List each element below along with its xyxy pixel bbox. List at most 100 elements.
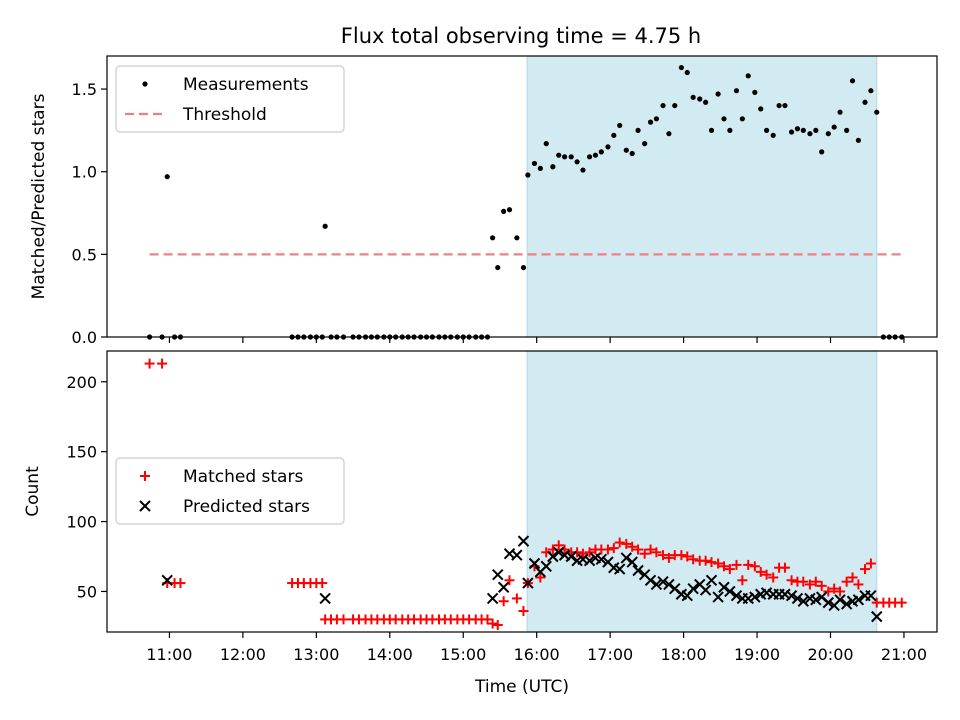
measurement-point xyxy=(556,152,562,158)
measurement-point xyxy=(807,131,813,137)
measurement-point xyxy=(490,235,496,241)
measurement-point xyxy=(715,91,721,97)
predicted-star-point xyxy=(650,578,663,591)
matched-star-point xyxy=(816,580,827,591)
matched-star-point xyxy=(865,558,876,569)
predicted-star-point xyxy=(492,568,504,581)
matched-star-point xyxy=(804,579,815,590)
predicted-star-point xyxy=(553,546,565,559)
matched-star-point xyxy=(731,559,742,570)
matched-star-point xyxy=(535,572,546,583)
matched-star-point xyxy=(779,562,790,573)
matched-star-point xyxy=(614,537,625,548)
measurement-point xyxy=(592,152,599,158)
bottom-panel: 50 100 150 200 11:00 12:00 13:00 14:00 15:00 16:… xyxy=(23,350,938,697)
x-tick-label: 12:00 xyxy=(220,645,266,664)
predicted-star-point xyxy=(663,578,675,591)
legend-label: Measurements xyxy=(183,75,309,95)
top-ylabel: Matched/Predicted stars xyxy=(29,93,49,299)
top-observing-span xyxy=(526,55,878,338)
measurement-point xyxy=(611,132,617,138)
matched-star-point xyxy=(658,550,669,561)
matched-star-point xyxy=(810,576,821,587)
matched-star-point xyxy=(157,358,168,369)
predicted-star-point xyxy=(626,556,638,568)
predicted-star-point xyxy=(852,594,865,606)
matched-star-point xyxy=(602,544,613,555)
predicted-star-point xyxy=(517,535,530,547)
measurement-point xyxy=(721,116,727,122)
predicted-star-point xyxy=(644,574,657,586)
matched-star-point xyxy=(841,576,852,587)
matched-star-point xyxy=(847,572,858,583)
measurement-point xyxy=(580,167,586,173)
legend-label: Predicted stars xyxy=(183,497,310,517)
measurement-point xyxy=(506,207,513,213)
top-axes-frame xyxy=(106,55,938,338)
measurement-point xyxy=(550,164,556,170)
matched-star-point xyxy=(853,579,864,590)
measurement-point xyxy=(568,154,574,160)
measurement-point xyxy=(543,141,549,147)
measurement-point xyxy=(849,78,856,84)
predicted-star-point xyxy=(497,581,510,593)
matched-star-point xyxy=(786,575,797,586)
matched-star-point xyxy=(706,557,717,568)
measurement-point xyxy=(623,147,629,153)
measurement-point xyxy=(868,88,874,94)
predicted-star-point xyxy=(749,591,761,603)
predicted-star-point xyxy=(822,596,834,609)
matched-star-point xyxy=(896,597,907,608)
x-tick-label: 21:00 xyxy=(881,645,927,664)
predicted-star-point xyxy=(871,610,883,623)
matched-star-point xyxy=(829,583,840,594)
predicted-star-point xyxy=(699,584,712,596)
matched-star-point xyxy=(577,548,588,559)
matched-star-point xyxy=(144,358,155,369)
matched-star-point xyxy=(639,548,650,559)
matched-star-point xyxy=(860,564,871,575)
predicted-star-point xyxy=(657,575,669,588)
matched-star-point xyxy=(175,578,186,589)
measurement-point xyxy=(672,102,678,109)
measurement-point xyxy=(855,137,862,143)
predicted-star-point xyxy=(791,592,804,605)
measurement-point xyxy=(574,159,580,165)
measurement-point xyxy=(660,102,666,109)
matched-star-point xyxy=(553,540,564,551)
matched-star-point xyxy=(768,572,779,583)
predicted-star-point xyxy=(632,564,644,577)
measurement-point xyxy=(758,106,764,112)
measurement-point xyxy=(708,127,715,133)
measurement-point xyxy=(678,64,684,71)
matched-star-point xyxy=(749,561,760,572)
predicted-star-point xyxy=(528,557,541,570)
y-tick-label: 0.0 xyxy=(72,328,97,347)
measurement-point xyxy=(514,235,520,241)
y-tick-label: 1.5 xyxy=(72,80,97,99)
legend-label: Threshold xyxy=(182,105,267,125)
predicted-star-point xyxy=(565,550,577,563)
measurement-point xyxy=(782,102,788,109)
matched-star-point xyxy=(317,578,328,589)
measurement-point xyxy=(776,102,782,109)
matched-star-point xyxy=(487,618,498,629)
measurement-point xyxy=(635,127,641,133)
measurement-point xyxy=(666,131,672,137)
legend-label: Matched stars xyxy=(183,467,303,487)
matched-star-point xyxy=(627,541,638,552)
matched-star-point xyxy=(572,547,583,558)
measurement-point xyxy=(727,127,733,133)
measurement-point xyxy=(819,149,825,155)
predicted-star-point xyxy=(319,592,331,605)
predicted-star-point xyxy=(865,589,877,602)
measurement-point xyxy=(605,144,611,150)
predicted-star-point xyxy=(511,549,523,561)
x-tick-label: 16:00 xyxy=(514,645,560,664)
matched-star-point xyxy=(518,606,529,617)
matched-star-point xyxy=(492,620,503,631)
measurement-point xyxy=(586,154,593,160)
predicted-star-point xyxy=(705,574,718,586)
bottom-axes-frame xyxy=(106,350,938,633)
